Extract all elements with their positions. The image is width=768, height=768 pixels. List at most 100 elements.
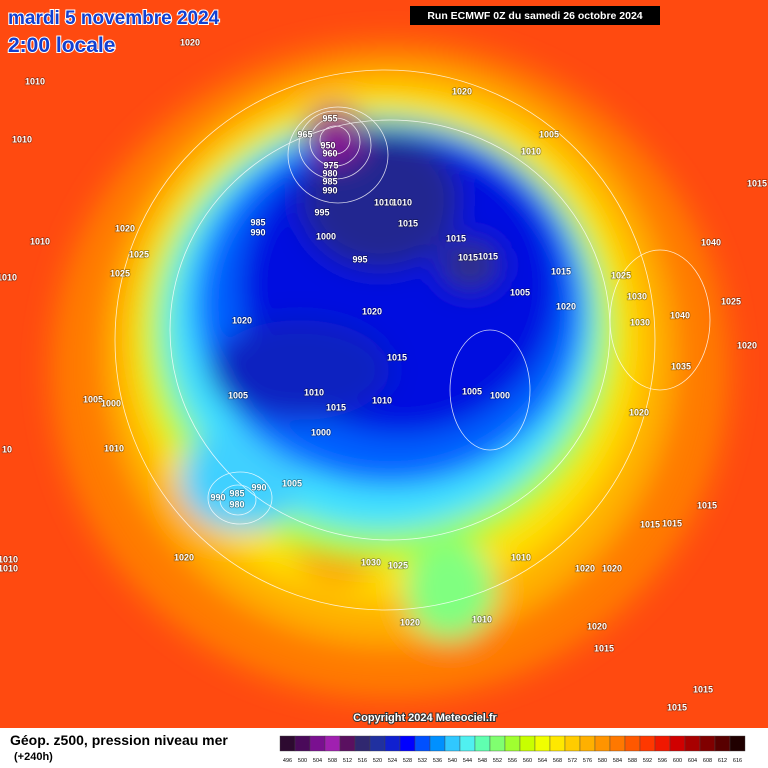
scale-label: 508 [328,758,337,764]
scale-swatch [729,735,746,752]
isobar-label: 1020 [452,86,472,96]
footer-lead: (+240h) [14,751,53,763]
isobar-label: 1010 [304,387,324,397]
scale-label: 532 [418,758,427,764]
scale-label: 616 [733,758,742,764]
isobar-label: 1015 [387,352,407,362]
isobar-label: 1010 [0,563,18,573]
scale-swatch [684,735,701,752]
isobar-label: 1015 [326,402,346,412]
scale-swatch [519,735,536,752]
isobar-label: 1025 [611,270,631,280]
scale-label: 560 [523,758,532,764]
isobar-label: 995 [352,254,367,264]
isobar-label: 1040 [670,310,690,320]
isobar-label: 1020 [587,621,607,631]
isobar-label: 1030 [627,291,647,301]
scale-swatch [279,735,296,752]
isobar-label: 1020 [556,301,576,311]
isobar-label: 1000 [101,398,121,408]
isobar-label: 1020 [362,306,382,316]
isobar-label: 1025 [721,296,741,306]
isobar-label: 1005 [83,394,103,404]
scale-swatch [459,735,476,752]
scale-swatch [354,735,371,752]
scale-swatch [579,735,596,752]
isobar-label: 955 [322,113,337,123]
isobar-label: 1010 [25,76,45,86]
scale-label: 580 [598,758,607,764]
map-title: mardi 5 novembre 2024 [8,8,220,29]
isobar-label: 990 [210,492,225,502]
isobar-label: 1010 [104,443,124,453]
scale-label: 524 [388,758,397,764]
isobar-label: 1015 [697,500,717,510]
isobar-label: 1030 [361,557,381,567]
isobar-label: 1000 [316,231,336,241]
scale-swatch [639,735,656,752]
isobar-label: 965 [297,129,312,139]
scale-label: 604 [688,758,697,764]
isobar-label: 950 [320,140,335,150]
isobars [114,69,711,611]
isobar-label: 1010 [30,236,50,246]
scale-swatch [444,735,461,752]
scale-label: 544 [463,758,472,764]
isobar-label: 1020 [629,407,649,417]
scale-label: 572 [568,758,577,764]
scale-label: 536 [433,758,442,764]
isobar-label: 975 [323,160,338,170]
scale-swatch [309,735,326,752]
isobar-label: 1015 [594,643,614,653]
isobar-label: 1015 [398,218,418,228]
isobar-label: 1010 [0,554,18,564]
scale-label: 496 [283,758,292,764]
isobar-label: 1010 [521,146,541,156]
scale-swatch [414,735,431,752]
scale-swatch [609,735,626,752]
scale-swatch [594,735,611,752]
isobar-label: 1010 [511,552,531,562]
scale-label: 568 [553,758,562,764]
isobar-label: 990 [322,185,337,195]
scale-swatch [654,735,671,752]
run-box [410,6,660,25]
isobar-label: 1000 [311,427,331,437]
scale-swatch [534,735,551,752]
isobar-label: 1035 [671,361,691,371]
isobar-label: 1000 [490,390,510,400]
scale-label: 552 [493,758,502,764]
isobar-label: 1015 [747,178,767,188]
isobar-label: 1015 [662,518,682,528]
scale-label: 512 [343,758,352,764]
scale-swatch [294,735,311,752]
scale-swatch [624,735,641,752]
isobar-label: 1020 [575,563,595,573]
isobar-label: 1025 [129,249,149,259]
isobar-label: 990 [251,482,266,492]
isobar-label: 960 [322,148,337,158]
isobar-label: 1020 [180,37,200,47]
isobar-label: 1020 [737,340,757,350]
isobar-label: 1020 [602,563,622,573]
scale-swatch [429,735,446,752]
scale-swatch [504,735,521,752]
scale-swatch [489,735,506,752]
isobar-label: 1025 [110,268,130,278]
scale-swatch [399,735,416,752]
scale-label: 588 [628,758,637,764]
isobar-label: 1010 [374,197,394,207]
isobar-label: 985 [250,217,265,227]
map-subtitle: 2:00 locale [8,34,115,57]
scale-swatch [549,735,566,752]
footer-label: Géop. z500, pression niveau mer [10,732,228,748]
scale-label: 564 [538,758,547,764]
scale-swatch [369,735,386,752]
geopotential-field [50,40,730,700]
isobar-label: 1030 [630,317,650,327]
scale-swatch [339,735,356,752]
scale-swatch [714,735,731,752]
scale-swatch [324,735,341,752]
isobar-label: 10 [2,444,12,454]
